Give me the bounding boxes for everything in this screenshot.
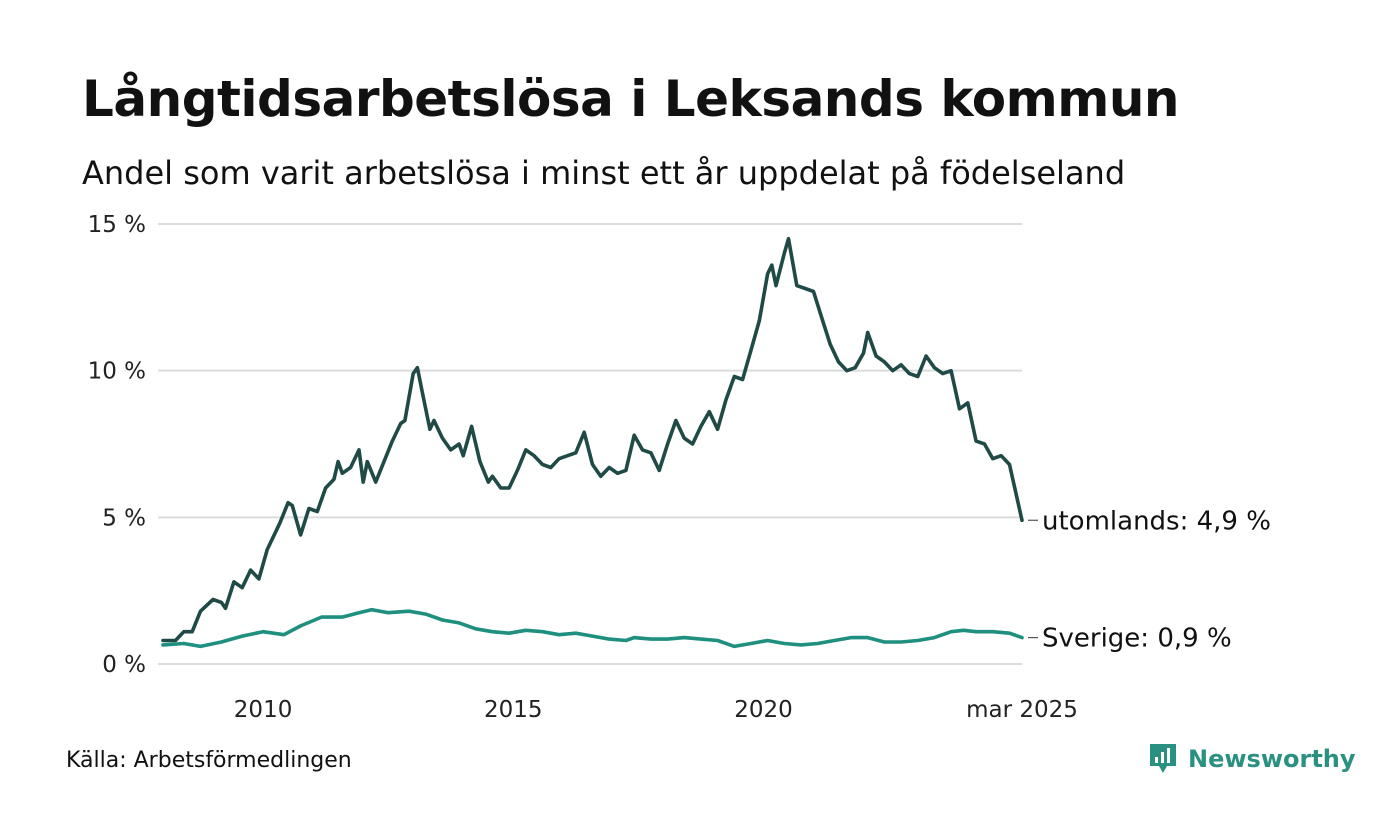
x-tick-label: 2015	[484, 697, 543, 723]
chart-title: Långtidsarbetslösa i Leksands kommun	[82, 70, 1180, 128]
newsworthy-logo-icon	[1150, 744, 1176, 773]
series-line-sverige	[161, 607, 1024, 649]
brand-name: Newsworthy	[1188, 745, 1356, 773]
x-tick-label: mar 2025	[966, 697, 1078, 723]
y-tick-label: 0 %	[102, 652, 146, 678]
series-line-utomlands	[161, 236, 1024, 643]
y-tick-label: 15 %	[88, 212, 146, 238]
brand-logo[interactable]: Newsworthy	[1148, 742, 1356, 776]
series-end-label: Sverige: 0,9 %	[1042, 624, 1232, 654]
series	[161, 236, 1024, 649]
x-axis-ticks: 2010 2015 2020 mar 2025	[234, 697, 1078, 723]
end-labels: utomlands: 4,9 % Sverige: 0,9 %	[1028, 506, 1271, 654]
series-end-label: utomlands: 4,9 %	[1042, 506, 1271, 536]
chart-subtitle: Andel som varit arbetslösa i minst ett å…	[82, 154, 1126, 192]
x-tick-label: 2020	[734, 697, 793, 723]
y-tick-label: 10 %	[88, 359, 146, 385]
y-tick-label: 5 %	[102, 505, 146, 531]
y-axis-ticks: 0 % 5 % 10 % 15 %	[88, 212, 146, 678]
x-tick-label: 2010	[234, 697, 293, 723]
grid	[158, 223, 1022, 665]
source-note: Källa: Arbetsförmedlingen	[66, 748, 352, 773]
